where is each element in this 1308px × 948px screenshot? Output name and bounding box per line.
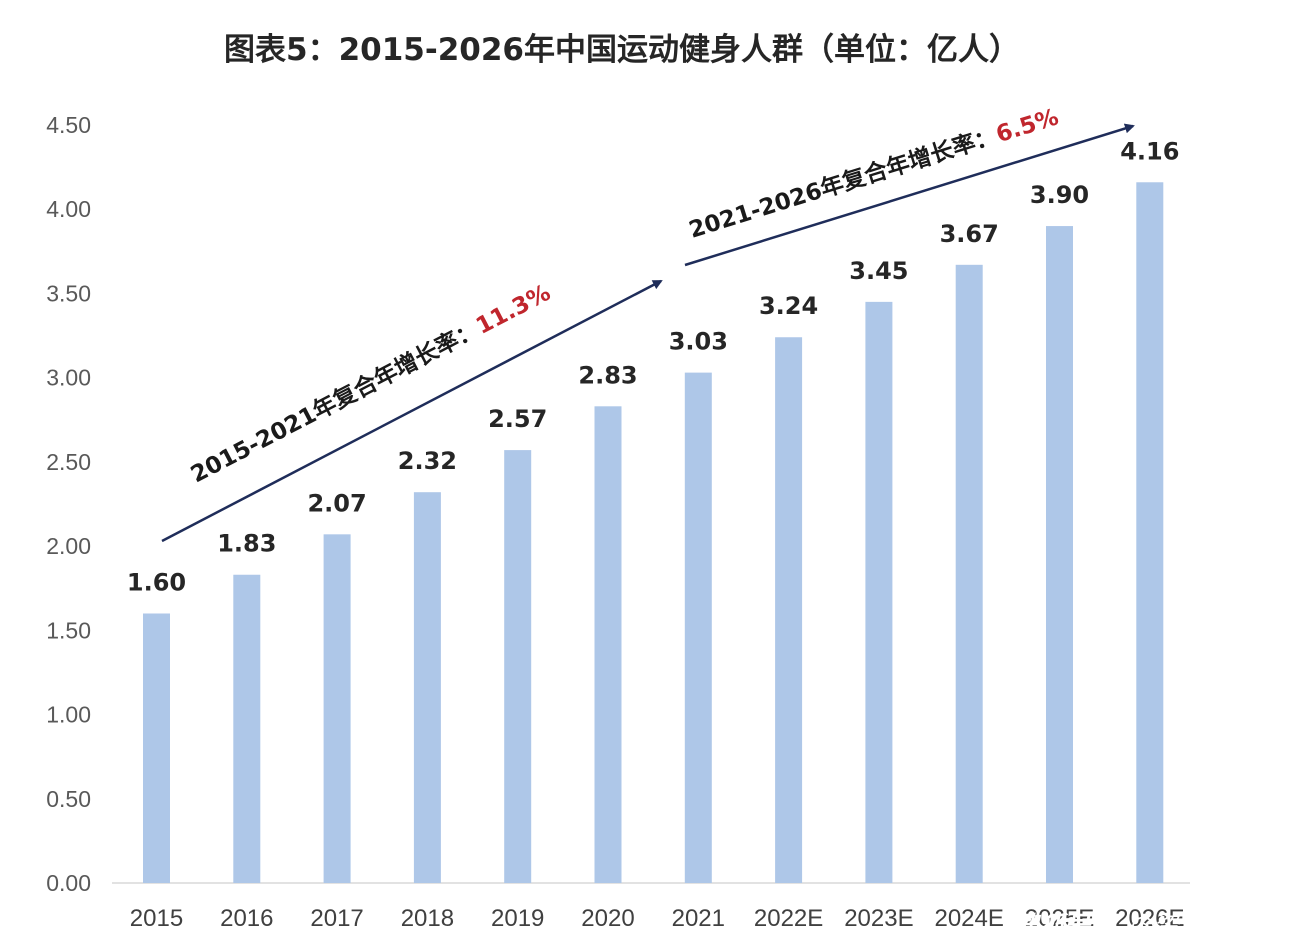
bar-series <box>143 182 1164 884</box>
data-label-2025E: 3.90 <box>1030 181 1089 209</box>
x-tick-label-2024E: 2024E <box>934 905 1003 932</box>
cagr-rate-2015-2021: 11.3% <box>472 280 555 340</box>
x-tick-label-2026E: 2026E <box>1115 905 1184 932</box>
y-tick-label: 3.50 <box>46 280 91 306</box>
bar-2025E <box>1046 226 1073 884</box>
y-tick-label: 1.00 <box>46 702 91 728</box>
x-axis-ticks: 2015 2016 2017 2018 2019 2020 2021 2022E 2023E 20… <box>130 905 1185 932</box>
y-tick-label: 3.00 <box>46 365 91 391</box>
bar-2021 <box>684 372 712 883</box>
data-label-2022E: 3.24 <box>759 292 818 320</box>
cagr-text-2021-2026: 2021-2026年复合年增长率：6.5% <box>686 103 1062 243</box>
x-tick-label-2015: 2015 <box>130 905 183 932</box>
bar-2022E <box>775 337 803 883</box>
y-axis: 0.00 0.50 1.00 1.50 2.00 2.50 3.00 3.50 4.00 4.50 <box>46 112 91 896</box>
y-tick-label: 4.00 <box>46 196 91 222</box>
cagr-arrow-2015-2021 <box>161 279 663 543</box>
data-label-2023E: 3.45 <box>849 257 908 285</box>
bar-2020 <box>594 406 622 883</box>
watermark-text: @资本星球 <box>1130 912 1260 942</box>
data-label-2019: 2.57 <box>488 405 547 433</box>
x-tick-label-2020: 2020 <box>581 905 634 932</box>
bar-2015 <box>143 613 170 883</box>
x-tick-label-2021: 2021 <box>672 905 725 932</box>
cagr-text-2015-2021: 2015-2021年复合年增长率：11.3% <box>186 279 554 488</box>
bar-2023E <box>865 301 893 883</box>
data-label-2015: 1.60 <box>127 568 186 596</box>
y-tick-label: 0.50 <box>46 786 91 812</box>
data-label-2026E: 4.16 <box>1120 137 1179 165</box>
y-tick-label: 0.00 <box>46 870 91 896</box>
bar-2026E <box>1136 182 1164 883</box>
bar-2024E <box>955 264 983 883</box>
cagr-arrow-2021-2026 <box>684 123 1135 267</box>
x-tick-label-2018: 2018 <box>401 905 454 932</box>
y-tick-label: 2.00 <box>46 533 91 559</box>
watermark: 搜狐号 @资本星球 <box>1012 912 1260 942</box>
x-tick-label-2016: 2016 <box>220 905 273 932</box>
cagr-annotation-2015-2021: 2015-2021年复合年增长率：11.3% <box>161 279 663 543</box>
x-tick-label-2025E: 2025E <box>1025 905 1094 932</box>
data-label-2017: 2.07 <box>307 489 366 517</box>
chart-title: 图表5：2015-2026年中国运动健身人群（单位：亿人） <box>224 32 1020 68</box>
bar-2017 <box>323 534 351 883</box>
data-label-2020: 2.83 <box>578 361 637 389</box>
x-tick-label-2019: 2019 <box>491 905 544 932</box>
y-tick-label: 1.50 <box>46 617 91 643</box>
data-label-2021: 3.03 <box>669 328 728 356</box>
x-tick-label-2022E: 2022E <box>754 905 823 932</box>
bar-2019 <box>504 450 532 883</box>
data-labels: 1.60 1.83 2.07 2.32 2.57 2.83 3.03 3.24 3.45 3.67… <box>127 137 1180 596</box>
bar-2018 <box>413 492 441 883</box>
data-label-2018: 2.32 <box>398 447 457 475</box>
data-label-2016: 1.83 <box>217 530 276 558</box>
y-tick-label: 2.50 <box>46 449 91 475</box>
x-tick-label-2017: 2017 <box>310 905 363 932</box>
data-label-2024E: 3.67 <box>940 220 999 248</box>
x-tick-label-2023E: 2023E <box>844 905 913 932</box>
cagr-rate-2021-2026: 6.5% <box>993 104 1062 148</box>
bar-2016 <box>233 574 261 883</box>
watermark-logo: 搜狐号 <box>1012 912 1092 942</box>
y-tick-label: 4.50 <box>46 112 91 138</box>
